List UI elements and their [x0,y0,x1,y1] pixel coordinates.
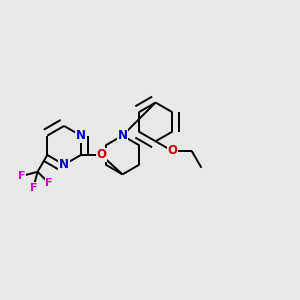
Text: N: N [76,129,86,142]
Text: O: O [167,145,177,158]
Text: F: F [46,178,53,188]
Text: O: O [96,148,106,161]
Text: N: N [59,158,69,171]
Text: F: F [18,171,26,181]
Text: N: N [118,129,128,142]
Text: F: F [30,183,37,193]
